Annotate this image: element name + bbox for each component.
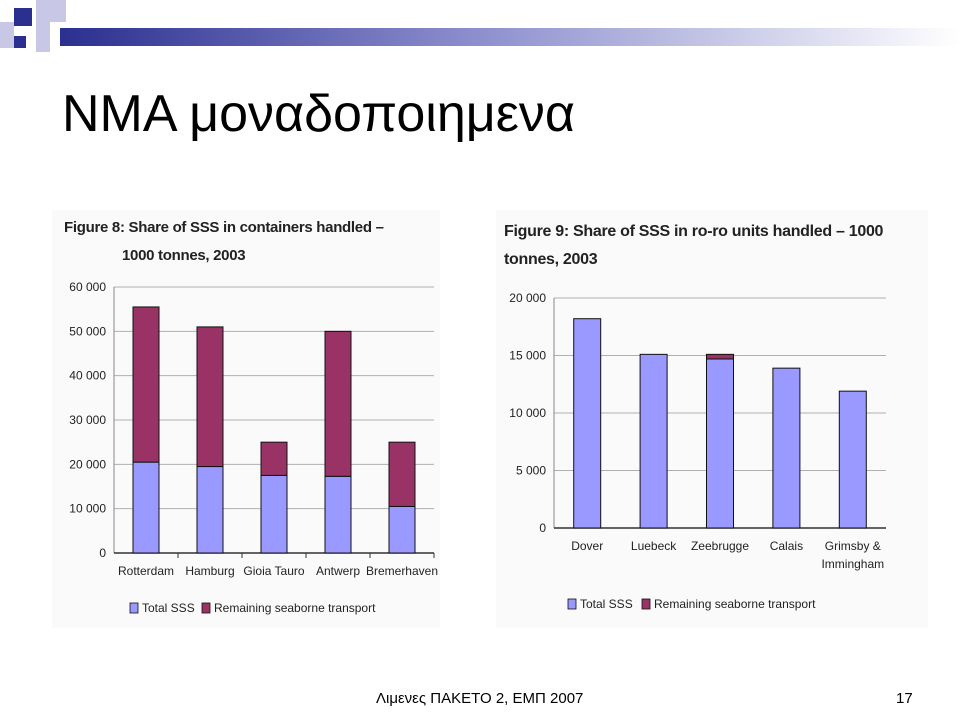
bar-total-sss [573,318,602,529]
page-number: 17 [896,690,913,707]
legend-swatch-total-sss [567,598,577,610]
bar-total-sss [772,367,801,529]
decorative-square-dark [14,8,32,26]
y-tick-label: 5 000 [516,464,546,478]
bar-remaining-seaborne [132,306,160,463]
decorative-square-dark [14,36,26,48]
legend-label-remaining: Remaining seaborne transport [214,601,376,615]
x-tick-label: Dover [571,539,603,553]
x-tick-label: Bremerhaven [366,564,438,578]
bar-total-sss [260,474,288,554]
y-tick-label: 15 000 [509,349,546,363]
bar-total-sss [324,475,352,554]
y-tick-label: 30 000 [69,413,106,427]
decorative-square-light [36,22,50,52]
figure-8-title-line1: Figure 8: Share of SSS in containers han… [64,219,384,236]
y-tick-label: 50 000 [69,324,106,338]
y-tick-label: 10 000 [69,502,106,516]
figure-9-title-line2: tonnes, 2003 [504,251,598,268]
x-tick-label: Luebeck [631,539,677,553]
x-tick-label: Antwerp [316,564,360,578]
bar-remaining-seaborne [388,441,416,507]
legend-swatch-remaining [641,598,651,610]
legend-label-remaining: Remaining seaborne transport [654,597,816,611]
slide-title: ΝΜΑ μοναδοποιημενα [62,85,575,143]
bar-remaining-seaborne [706,353,734,360]
legend-swatch-remaining [201,602,211,614]
bar-total-sss [838,390,867,529]
y-tick-label: 20 000 [509,291,546,305]
figure-8-title-line2: 1000 tonnes, 2003 [122,247,246,264]
x-tick-label: Calais [770,539,803,553]
slide-footer: Λιμενες ΠΑΚΕΤΟ 2, ΕΜΠ 2007 [376,690,584,707]
legend-swatch-total-sss [129,602,139,614]
x-tick-label: Gioia Tauro [243,564,304,578]
x-tick-label: Immingham [821,557,884,571]
y-tick-label: 20 000 [69,457,106,471]
decorative-square-light [0,22,14,48]
y-tick-label: 0 [539,521,546,535]
figure-8-chart: 0 10 000 20 000 30 000 40 000 50 000 60 000 Rot… [69,280,438,615]
legend-label-total-sss: Total SSS [580,597,633,611]
bar-total-sss [196,466,224,554]
y-tick-label: 0 [99,546,106,560]
bar-total-sss [706,358,734,529]
figure-9-title-line1: Figure 9: Share of SSS in ro-ro units ha… [504,223,884,240]
figure-9-chart: 0 5 000 10 000 15 000 20 000 Dover Luebeck Zeeb… [509,291,886,611]
x-tick-label: Rotterdam [118,564,174,578]
bar-remaining-seaborne [196,326,224,468]
figure-9-panel: Figure 9: Share of SSS in ro-ro units ha… [496,210,928,628]
x-tick-label: Zeebrugge [691,539,749,553]
decorative-square-light [36,0,66,22]
y-tick-label: 40 000 [69,369,106,383]
bar-remaining-seaborne [260,441,288,476]
bar-total-sss [388,505,416,554]
y-tick-label: 10 000 [509,406,546,420]
x-tick-label: Grimsby & [825,539,881,553]
y-tick-label: 60 000 [69,280,106,294]
bar-total-sss [639,353,668,529]
figure-8-panel: Figure 8: Share of SSS in containers han… [52,210,440,628]
x-tick-label: Hamburg [185,564,234,578]
bar-total-sss [132,461,160,554]
decorative-gradient-bar [60,28,960,46]
legend-label-total-sss: Total SSS [142,601,195,615]
bar-remaining-seaborne [324,330,352,477]
